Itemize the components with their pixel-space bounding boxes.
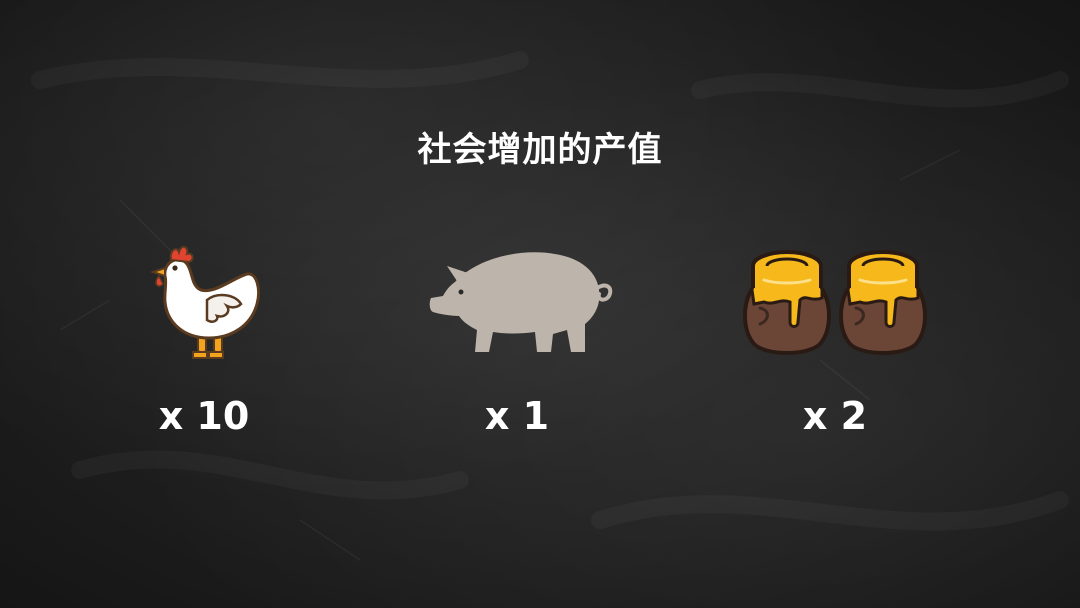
chicken-comb	[169, 246, 194, 264]
chicken-beak	[149, 266, 166, 278]
chicken-eye	[172, 265, 178, 271]
chicken-wing	[205, 293, 243, 323]
chicken-icon	[149, 246, 261, 359]
slide-title: 社会增加的产值	[417, 130, 663, 170]
honey-pot-quantity: x 2	[802, 394, 868, 438]
chicken-quantity: x 10	[158, 394, 250, 438]
pig-quantity: x 1	[484, 394, 550, 438]
honey-pot-icon	[839, 250, 927, 355]
pig-icon	[429, 252, 613, 352]
honey-pot-icon	[743, 250, 831, 355]
chicken-wattle	[155, 274, 164, 287]
